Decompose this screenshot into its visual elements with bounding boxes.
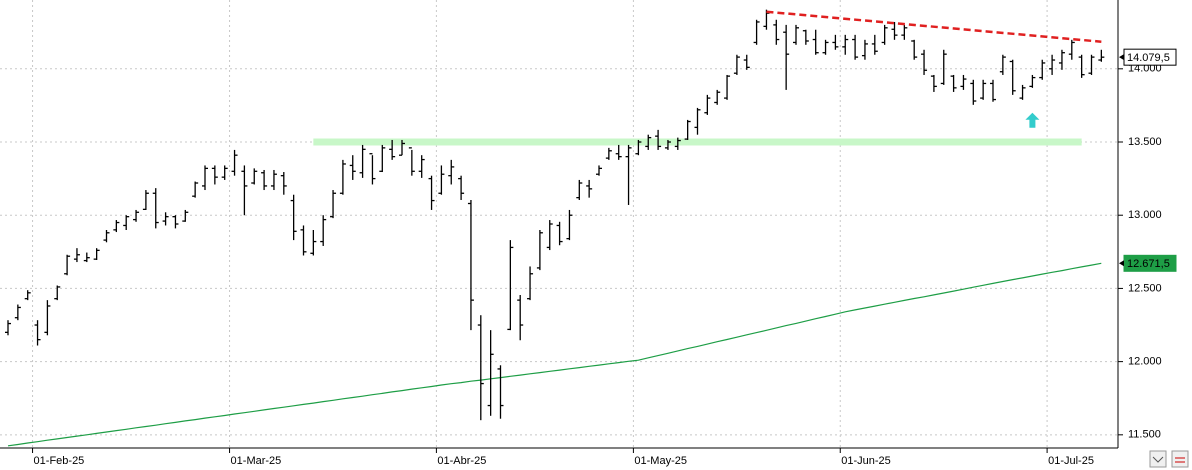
x-tick-label: 01-May-25: [634, 455, 687, 467]
y-tick-label: 13.500: [1128, 136, 1162, 148]
y-tick-label: 13.000: [1128, 209, 1162, 221]
y-tick-label: 14.000: [1128, 63, 1162, 75]
moving-average-line: [7, 262, 1102, 447]
resistance-line: [766, 10, 1102, 43]
icon: [1149, 450, 1167, 468]
y-tick-label: 12.500: [1128, 282, 1162, 294]
arrow: [1025, 112, 1040, 128]
x-tick-label: 01-Mar-25: [231, 455, 282, 467]
x-tick-label: 01-Jul-25: [1048, 455, 1094, 467]
last-value-pointer: [1119, 54, 1124, 61]
x-tick-label: 01-Feb-25: [34, 455, 85, 467]
x-tick-label: 01-Jun-25: [841, 455, 891, 467]
icon-glyph: [1175, 457, 1185, 463]
last-value-pointer: [1119, 260, 1124, 267]
corner-icons: [1149, 450, 1189, 468]
icon-glyph: [1152, 456, 1164, 463]
x-tick-label: 01-Abr-25: [437, 455, 486, 467]
last-value-label: 14.079,5: [1127, 52, 1170, 64]
last-value-label: 12.671,5: [1127, 258, 1170, 270]
icon: [1171, 450, 1189, 468]
y-tick-label: 12.000: [1128, 356, 1162, 368]
y-tick-label: 11.500: [1128, 429, 1161, 441]
